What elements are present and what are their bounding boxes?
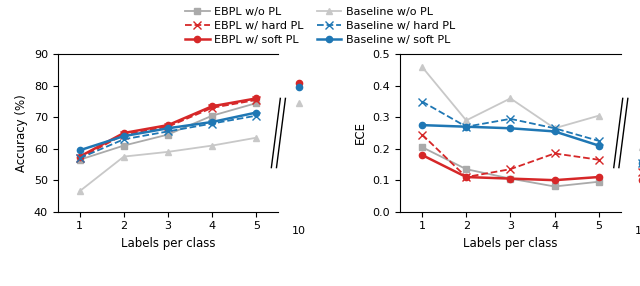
Y-axis label: Accuracy (%): Accuracy (%) <box>15 94 28 172</box>
Y-axis label: ECE: ECE <box>354 122 367 144</box>
Legend: EBPL w/o PL, EBPL w/ hard PL, EBPL w/ soft PL, Baseline w/o PL, Baseline w/ hard: EBPL w/o PL, EBPL w/ hard PL, EBPL w/ so… <box>180 3 460 49</box>
Text: 10: 10 <box>635 226 640 236</box>
X-axis label: Labels per class: Labels per class <box>121 237 215 250</box>
Text: 10: 10 <box>292 226 306 236</box>
X-axis label: Labels per class: Labels per class <box>463 237 557 250</box>
